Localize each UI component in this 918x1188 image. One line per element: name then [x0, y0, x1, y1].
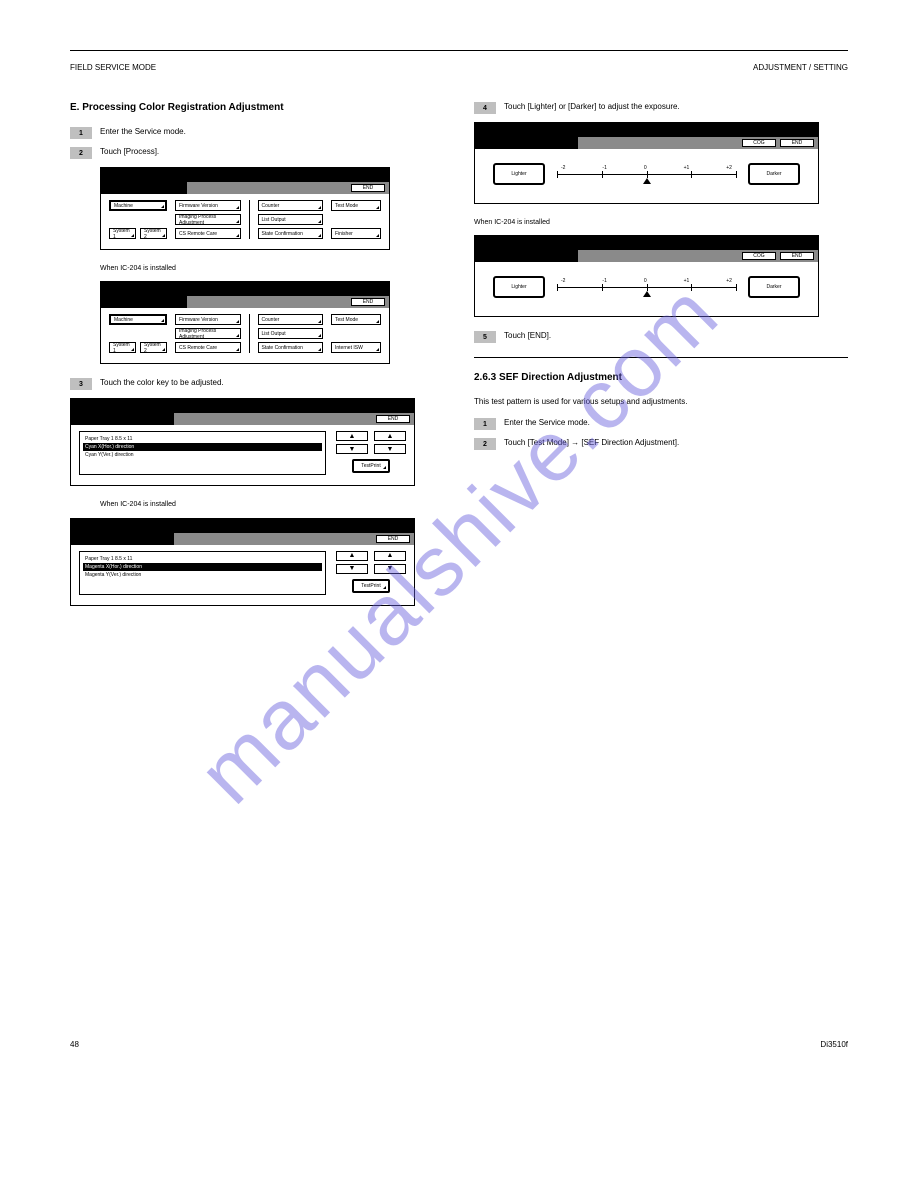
test-button[interactable]: Test Mode — [331, 200, 381, 211]
firmware-button[interactable]: Firmware Version — [175, 200, 241, 211]
leaning-adj-panel: COG END Lighter -2-10+1+2 — [474, 235, 819, 317]
up-button[interactable]: ▲ — [336, 431, 368, 441]
step-3-text: Touch the color key to be adjusted. — [100, 378, 444, 389]
paper-row: Paper Tray 1 8.5 x 11 — [83, 435, 322, 443]
end-button[interactable]: END — [351, 298, 385, 306]
imaging-button[interactable]: Imaging Process Adjustment — [175, 214, 241, 225]
up-button[interactable]: ▲ — [336, 551, 368, 561]
step-1-text: Enter the Service mode. — [100, 127, 444, 138]
counter-button[interactable]: Counter — [258, 200, 324, 211]
color-regist-panel-2: END Paper Tray 1 8.5 x 11 Magenta X(Hor.… — [70, 518, 415, 606]
step-b2-text: Touch [Test Mode] → [SEF Direction Adjus… — [504, 438, 848, 449]
csremote-button[interactable]: CS Remote Care — [175, 228, 241, 239]
footer-model: Di3510f — [820, 1040, 848, 1049]
slider-track: -2-10+1+2 — [557, 278, 736, 297]
step-2-text: Touch [Process]. — [100, 147, 444, 158]
end-button[interactable]: END — [780, 252, 814, 260]
test-button[interactable]: Test Mode — [331, 314, 381, 325]
listout-button[interactable]: List Output — [258, 328, 324, 339]
down-button[interactable]: ▼ — [336, 564, 368, 574]
page-up-button[interactable]: ▲ — [374, 551, 406, 561]
machine-button[interactable]: Machine — [109, 314, 167, 325]
cog-button[interactable]: COG — [742, 139, 776, 147]
system1-button[interactable]: System 1 — [109, 342, 136, 353]
step-num-5: 5 — [474, 331, 496, 343]
slider-pointer-icon — [643, 291, 651, 297]
page-down-button[interactable]: ▼ — [374, 444, 406, 454]
header-right: ADJUSTMENT / SETTING — [753, 63, 848, 72]
service-mode-panel: END Machine System 1 System 2 Firmware V… — [100, 167, 390, 250]
finisher-button[interactable]: Finisher — [331, 228, 381, 239]
cog-button[interactable]: COG — [742, 252, 776, 260]
end-button[interactable]: END — [780, 139, 814, 147]
system2-button[interactable]: System 2 — [140, 342, 167, 353]
paper-row: Paper Tray 1 8.5 x 11 — [83, 555, 322, 563]
firmware-button[interactable]: Firmware Version — [175, 314, 241, 325]
when-ic204-3: When IC-204 is installed — [474, 218, 848, 227]
counter-button[interactable]: Counter — [258, 314, 324, 325]
left-column: E. Processing Color Registration Adjustm… — [70, 102, 444, 620]
section-b-intro: This test pattern is used for various se… — [474, 397, 848, 408]
end-button[interactable]: END — [376, 535, 410, 543]
section-divider — [474, 357, 848, 358]
internet-button[interactable]: Internet ISW — [331, 342, 381, 353]
imaging-button[interactable]: Imaging Process Adjustment — [175, 328, 241, 339]
step-num-2: 2 — [70, 147, 92, 159]
top-rule — [70, 50, 848, 51]
page-up-button[interactable]: ▲ — [374, 431, 406, 441]
end-button[interactable]: END — [376, 415, 410, 423]
slider-track: -2-10+1+2 — [557, 165, 736, 184]
darker-button[interactable]: Darker — [748, 276, 800, 298]
page-number: 48 — [70, 1040, 79, 1049]
footer: 48 Di3510f — [70, 1040, 848, 1049]
testprint-button[interactable]: TestPrint — [352, 459, 390, 473]
step-num-4: 4 — [474, 102, 496, 114]
option-list[interactable]: Paper Tray 1 8.5 x 11 Cyan X(Hor.) direc… — [79, 431, 326, 475]
machine-button[interactable]: Machine — [109, 200, 167, 211]
system2-button[interactable]: System 2 — [140, 228, 167, 239]
csremote-button[interactable]: CS Remote Care — [175, 342, 241, 353]
step-num-b1: 1 — [474, 418, 496, 430]
header-left: FIELD SERVICE MODE — [70, 63, 156, 72]
listout-button[interactable]: List Output — [258, 214, 324, 225]
list-item[interactable]: Magenta X(Hor.) direction — [83, 563, 322, 571]
list-item[interactable]: Cyan X(Hor.) direction — [83, 443, 322, 451]
darker-button[interactable]: Darker — [748, 163, 800, 185]
section-b-title: 2.6.3 SEF Direction Adjustment — [474, 372, 848, 383]
section-a-title: E. Processing Color Registration Adjustm… — [70, 102, 444, 113]
state-button[interactable]: State Confirmation — [258, 342, 324, 353]
lighter-button[interactable]: Lighter — [493, 276, 545, 298]
centering-adj-panel: COG END Lighter -2-10+1+2 — [474, 122, 819, 204]
right-column: 4 Touch [Lighter] or [Darker] to adjust … — [474, 102, 848, 620]
step-num-b2: 2 — [474, 438, 496, 450]
step-num-3: 3 — [70, 378, 92, 390]
header: FIELD SERVICE MODE ADJUSTMENT / SETTING — [70, 63, 848, 72]
service-mode-panel-2: END Machine System 1 System 2 Firmware V… — [100, 281, 390, 364]
lighter-button[interactable]: Lighter — [493, 163, 545, 185]
step-num-1: 1 — [70, 127, 92, 139]
step-4-text: Touch [Lighter] or [Darker] to adjust th… — [504, 102, 848, 113]
page-down-button[interactable]: ▼ — [374, 564, 406, 574]
color-regist-panel-1: END Paper Tray 1 8.5 x 11 Cyan X(Hor.) d… — [70, 398, 415, 486]
when-ic204-2: When IC-204 is installed — [100, 500, 444, 509]
testprint-button[interactable]: TestPrint — [352, 579, 390, 593]
step-b1-text: Enter the Service mode. — [504, 418, 848, 429]
list-item[interactable]: Cyan Y(Ver.) direction — [83, 451, 322, 459]
slider-pointer-icon — [643, 178, 651, 184]
end-button[interactable]: END — [351, 184, 385, 192]
option-list[interactable]: Paper Tray 1 8.5 x 11 Magenta X(Hor.) di… — [79, 551, 326, 595]
step-5-text: Touch [END]. — [504, 331, 848, 342]
list-item[interactable]: Magenta Y(Ver.) direction — [83, 571, 322, 579]
when-ic204: When IC-204 is installed — [100, 264, 444, 273]
state-button[interactable]: State Confirmation — [258, 228, 324, 239]
system1-button[interactable]: System 1 — [109, 228, 136, 239]
down-button[interactable]: ▼ — [336, 444, 368, 454]
